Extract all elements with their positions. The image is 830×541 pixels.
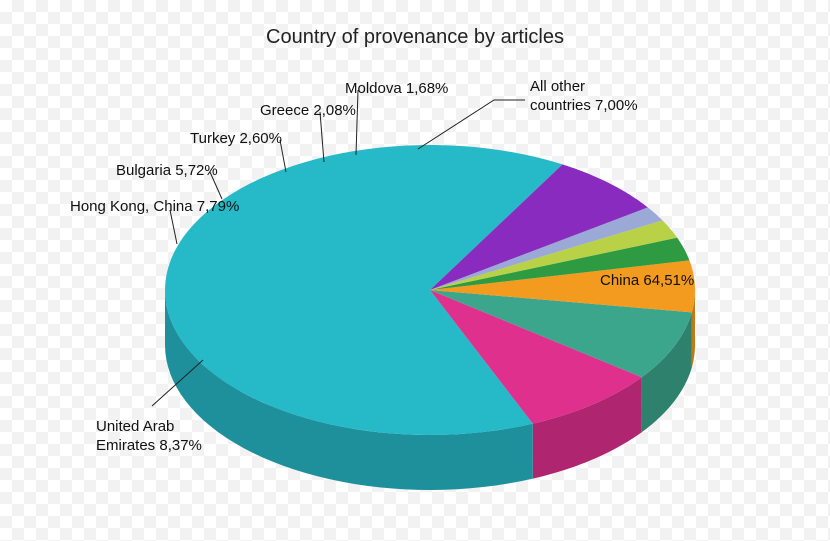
label-china: China 64,51% bbox=[600, 272, 694, 291]
label-turkey: Turkey 2,60% bbox=[190, 130, 282, 149]
label-moldova: Moldova 1,68% bbox=[345, 80, 448, 99]
label-bulgaria: Bulgaria 5,72% bbox=[116, 162, 218, 181]
label-uae: United Arab Emirates 8,37% bbox=[96, 418, 202, 456]
leader-moldova bbox=[356, 90, 358, 155]
label-greece: Greece 2,08% bbox=[260, 102, 356, 121]
chart-stage: Country of provenance by articles China … bbox=[0, 0, 830, 541]
label-other: All other countries 7,00% bbox=[530, 78, 638, 116]
leader-uae bbox=[152, 360, 203, 406]
leader-other bbox=[418, 100, 525, 149]
label-hongkong: Hong Kong, China 7,79% bbox=[70, 198, 239, 217]
